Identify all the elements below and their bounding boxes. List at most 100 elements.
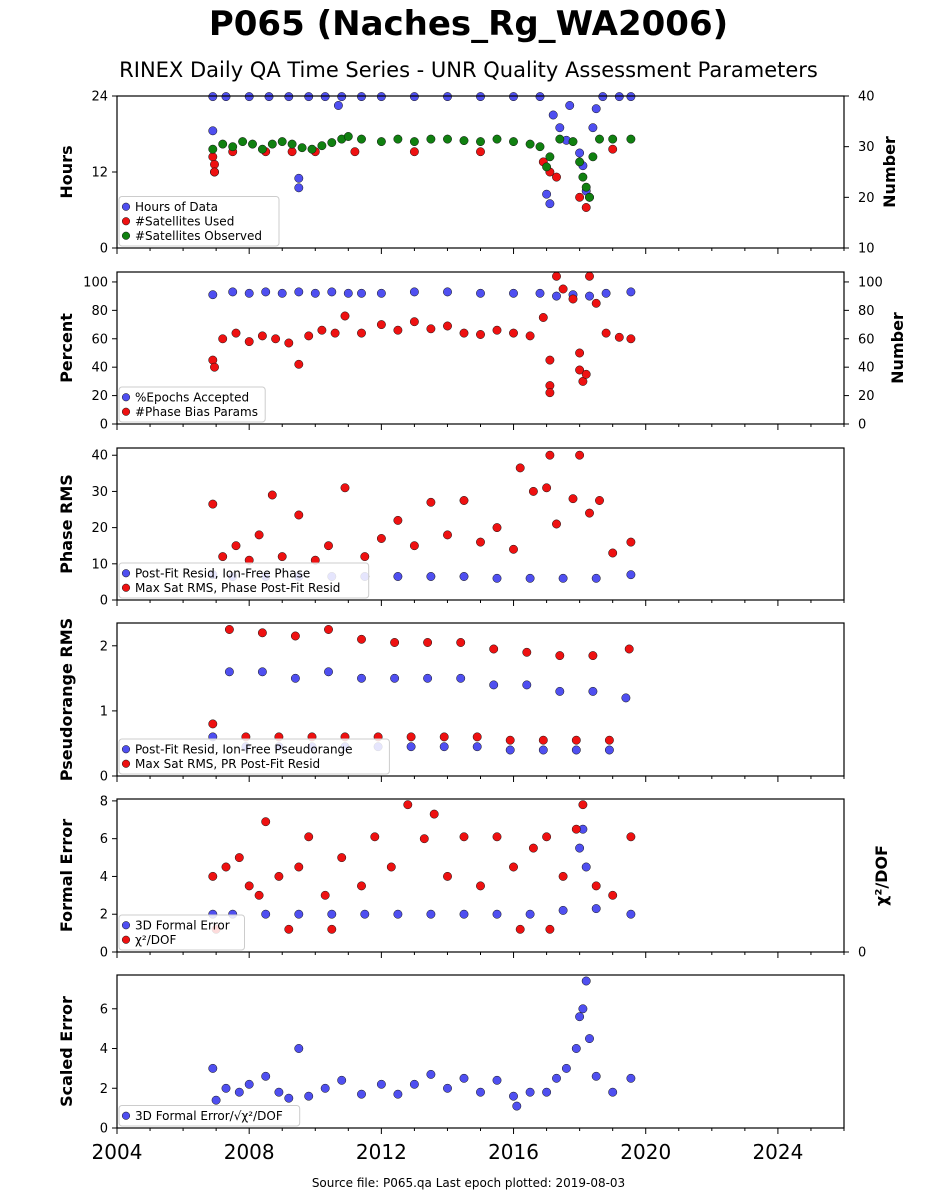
data-point bbox=[535, 288, 545, 298]
y-tick-label: 0 bbox=[100, 946, 108, 961]
legend-label: %Epochs Accepted bbox=[135, 390, 249, 404]
data-point bbox=[608, 144, 618, 154]
data-point bbox=[571, 735, 581, 745]
data-point bbox=[614, 332, 624, 342]
data-point bbox=[208, 719, 218, 729]
data-point bbox=[221, 92, 231, 102]
y-tick-label: 80 bbox=[91, 304, 108, 319]
data-point bbox=[472, 742, 482, 752]
y-tick-label: 20 bbox=[91, 389, 108, 404]
data-point bbox=[357, 634, 366, 644]
data-point bbox=[208, 871, 218, 881]
y-right-tick-label: 100 bbox=[858, 275, 883, 290]
data-point bbox=[626, 134, 636, 144]
data-point bbox=[221, 862, 231, 872]
y-tick-label: 6 bbox=[100, 832, 108, 847]
data-point bbox=[443, 530, 452, 540]
y-tick-label: 30 bbox=[91, 485, 108, 500]
data-point bbox=[429, 809, 439, 819]
data-point bbox=[525, 1087, 535, 1097]
data-point bbox=[522, 680, 532, 690]
data-point bbox=[492, 909, 502, 919]
data-point bbox=[542, 189, 552, 199]
data-point bbox=[476, 147, 485, 157]
data-point bbox=[333, 101, 343, 110]
data-point bbox=[459, 909, 469, 919]
data-point bbox=[443, 92, 452, 102]
data-point bbox=[357, 1089, 366, 1099]
legend-label: Max Sat RMS, PR Post-Fit Resid bbox=[135, 757, 320, 771]
series-2 bbox=[208, 450, 636, 565]
data-point bbox=[568, 294, 578, 304]
data-point bbox=[284, 92, 294, 102]
data-point bbox=[343, 132, 353, 141]
data-point bbox=[317, 325, 327, 335]
data-point bbox=[208, 290, 218, 300]
data-point bbox=[626, 287, 636, 297]
legend-box bbox=[118, 738, 390, 775]
x-tick-label: 2012 bbox=[356, 1140, 407, 1164]
data-point bbox=[492, 523, 502, 533]
data-point bbox=[581, 862, 591, 872]
data-point bbox=[604, 735, 614, 745]
data-point bbox=[248, 139, 257, 149]
data-point bbox=[390, 673, 400, 683]
data-point bbox=[327, 287, 337, 297]
legend-label: #Satellites Observed bbox=[135, 229, 262, 243]
data-point bbox=[585, 1034, 594, 1044]
y-axis-label: Scaled Error bbox=[57, 996, 76, 1107]
legend: 3D Formal Error/√χ²/DOF bbox=[118, 1105, 301, 1127]
data-point bbox=[538, 745, 548, 755]
data-point bbox=[284, 924, 294, 934]
data-point bbox=[403, 800, 413, 810]
data-point bbox=[231, 541, 241, 551]
data-point bbox=[614, 92, 624, 102]
data-point bbox=[552, 271, 561, 281]
data-point bbox=[320, 92, 330, 102]
data-point bbox=[626, 334, 636, 344]
data-point bbox=[443, 321, 452, 331]
data-point bbox=[290, 673, 300, 683]
data-point bbox=[542, 832, 552, 842]
data-point bbox=[571, 824, 581, 834]
data-point bbox=[324, 667, 333, 677]
source-footer: Source file: P065.qa Last epoch plotted:… bbox=[311, 1176, 626, 1190]
data-point bbox=[244, 1079, 254, 1089]
data-point bbox=[571, 745, 581, 755]
data-point bbox=[581, 976, 591, 986]
data-point bbox=[228, 287, 238, 297]
data-point bbox=[244, 337, 254, 347]
data-point bbox=[294, 909, 304, 919]
y-axis-label: Phase RMS bbox=[57, 474, 76, 574]
data-point bbox=[357, 92, 366, 102]
y-tick-label: 2 bbox=[100, 1082, 108, 1097]
y-right-tick-label: 40 bbox=[858, 90, 875, 105]
data-point bbox=[489, 680, 499, 690]
data-point bbox=[542, 483, 552, 493]
legend-box bbox=[118, 562, 370, 599]
data-point bbox=[337, 853, 347, 863]
data-point bbox=[324, 541, 333, 551]
data-point bbox=[277, 137, 287, 147]
data-point bbox=[277, 288, 287, 298]
data-point bbox=[443, 1083, 452, 1093]
data-point bbox=[376, 534, 386, 543]
data-point bbox=[244, 881, 254, 891]
data-point bbox=[591, 298, 601, 308]
data-point bbox=[390, 638, 400, 647]
data-point bbox=[376, 320, 386, 330]
y-tick-label: 0 bbox=[100, 242, 108, 257]
data-point bbox=[515, 924, 525, 934]
y-tick-label: 24 bbox=[91, 90, 108, 105]
data-point bbox=[545, 152, 555, 162]
x-tick-label: 2020 bbox=[620, 1140, 671, 1164]
data-point bbox=[509, 92, 518, 102]
data-point bbox=[585, 192, 594, 202]
y-axis-label: Formal Error bbox=[57, 819, 76, 932]
data-point bbox=[294, 510, 304, 520]
data-point bbox=[376, 137, 386, 147]
x-tick-label: 2016 bbox=[488, 1140, 539, 1164]
legend-box bbox=[118, 914, 245, 951]
